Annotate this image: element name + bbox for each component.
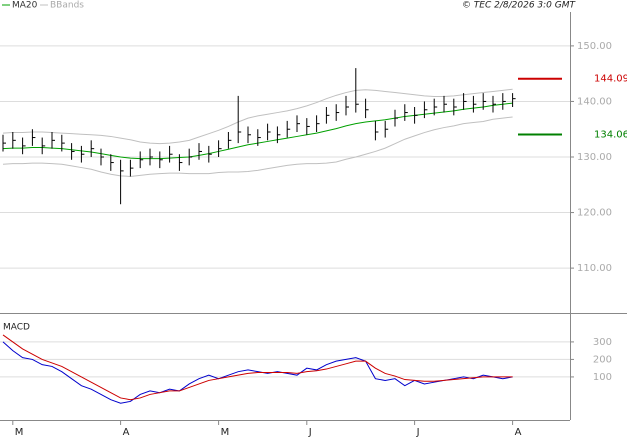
x-tick-label: J — [308, 427, 312, 438]
macd-line — [2, 334, 513, 401]
bband-lower — [2, 116, 513, 177]
y-tick-label: 150.00 — [577, 41, 612, 52]
x-tick-label: M — [15, 427, 24, 438]
price-label: 134.06 — [594, 129, 627, 140]
macd-line — [2, 341, 513, 404]
bband-upper — [2, 88, 513, 145]
y-tick-label: 200 — [593, 354, 612, 365]
credit: © TEC 2/8/2026 3:0 GMT — [462, 1, 577, 11]
x-tick-label: A — [515, 427, 522, 438]
x-tick-label: M — [221, 427, 230, 438]
x-tick-label: J — [416, 427, 420, 438]
y-tick-label: 130.00 — [577, 152, 612, 163]
y-tick-label: 100 — [593, 372, 612, 383]
y-tick-label: 300 — [593, 337, 612, 348]
y-tick-label: 140.00 — [577, 96, 612, 107]
panel-title: MACD — [3, 323, 30, 333]
x-tick-label: A — [123, 427, 130, 438]
legend-label: MA20 — [12, 1, 38, 11]
y-tick-label: 120.00 — [577, 208, 612, 219]
y-tick-label: 110.00 — [577, 263, 612, 274]
price-label: 144.09 — [594, 74, 627, 85]
legend-label: BBands — [50, 1, 84, 11]
